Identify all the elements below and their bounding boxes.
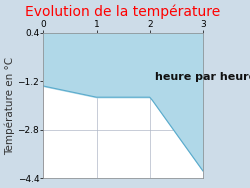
Y-axis label: Température en °C: Température en °C (4, 57, 15, 155)
Text: heure par heure: heure par heure (155, 72, 250, 82)
Title: Evolution de la température: Evolution de la température (26, 4, 221, 19)
